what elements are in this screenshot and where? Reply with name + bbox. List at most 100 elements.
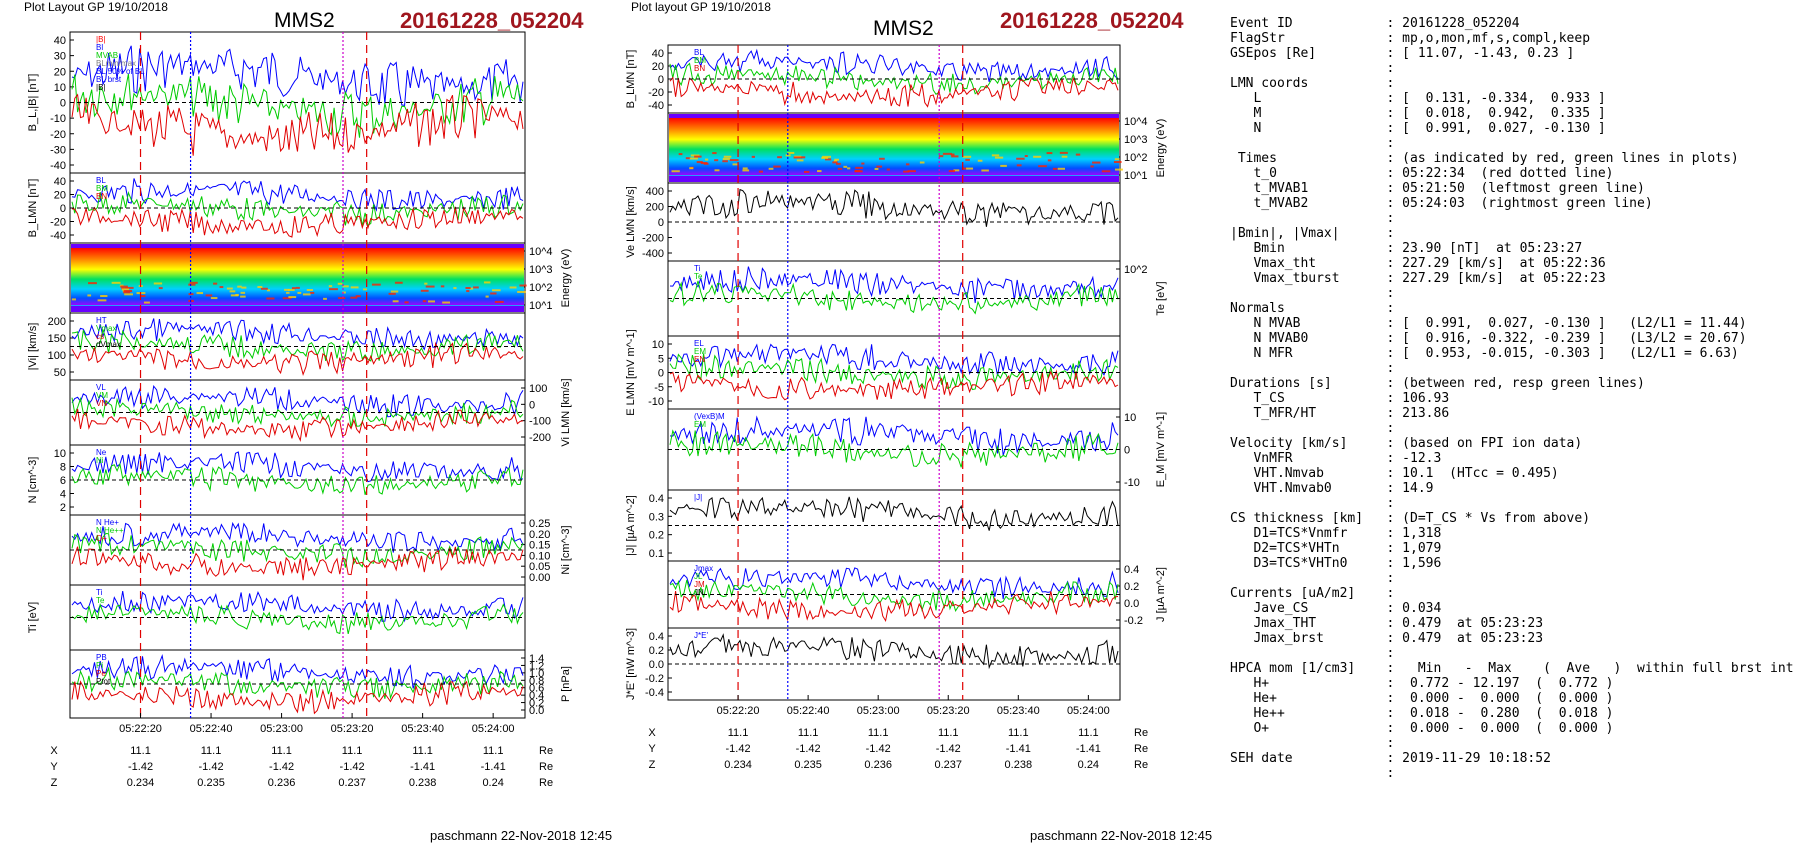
left-ytick: -10 [50,113,66,125]
left-series-line [71,590,524,623]
right-ytick: -10 [1124,477,1140,489]
left-ytick: 10 [54,82,66,94]
right-ytick: 0 [1124,445,1130,457]
left-legend-item: O+ [96,534,107,543]
left-pos-unit: Re [539,777,553,789]
right-pos-value: 0.236 [864,759,892,771]
left-pos-value: -1.41 [481,761,506,773]
right-ytick: -0.2 [1124,615,1143,627]
left-ytick: -100 [529,416,551,428]
left-ytick: 200 [48,316,66,328]
right-series-line [669,188,1119,227]
right-ytick: -20 [648,87,664,99]
left-event-id: 20161228_052204 [400,8,584,33]
info-line: t_MVAB1 : 05:21:50 (leftmost green line) [1230,181,1645,196]
left-pos-value: 0.234 [127,777,155,789]
right-pos-value: -1.41 [1006,743,1031,755]
right-panel-0 [667,44,1121,114]
right-ytick: 20 [652,61,664,73]
left-series-line [71,341,524,377]
right-footer: paschmann 22-Nov-2018 12:45 [1030,828,1213,843]
left-pos-label: Z [51,777,58,789]
right-legend-item: BM [694,56,706,65]
right-series-line [669,429,1119,468]
left-ylabel: Ti [eV] [27,602,39,633]
left-ytick: 10^3 [529,264,553,276]
info-line: VHT.Nmvab : 10.1 (HTcc = 0.495) [1230,466,1559,481]
right-pos-label: Y [648,743,656,755]
right-pos-value: -1.41 [1076,743,1101,755]
info-line: T_MFR/HT : 213.86 [1230,406,1450,421]
left-pos-label: X [50,745,58,757]
right-ytick: -400 [642,248,664,260]
left-series-line [71,178,524,212]
left-pos-value: -1.42 [269,761,294,773]
left-ytick: -20 [50,129,66,141]
right-ylabel: Ve LMN [km/s] [625,186,637,258]
right-ylabel: |J| [µA m^-2] [625,495,637,556]
left-legend-item: BN [96,192,107,201]
left-time-label: 05:23:20 [331,723,374,735]
info-line: CS thickness [km] : (D=T_CS * Vs from ab… [1230,511,1591,526]
right-ytick: 0.4 [649,493,664,505]
right-pos-value: 11.1 [868,727,889,739]
right-legend-item: BN [694,64,705,73]
right-pos-unit: Re [1134,759,1148,771]
right-series-line [669,496,1119,531]
info-line: : [1230,496,1395,511]
left-ytick: 50 [54,367,66,379]
right-legend-item: |J| [694,493,702,502]
left-panel-0 [69,31,526,174]
left-legend-item: Ne [96,448,107,457]
left-ytick: 10^4 [529,246,553,258]
left-legend-item: BL brst [96,75,122,84]
right-pos-value: -1.42 [936,743,961,755]
left-ytick: 150 [48,333,66,345]
left-ytick: 0.2 [529,698,544,710]
left-ytick: -30 [50,144,66,156]
right-pos-value: 0.238 [1005,759,1033,771]
left-series-line [71,546,524,581]
right-ytick: 40 [652,48,664,60]
info-line: He+ : 0.000 - 0.000 ( 0.000 ) [1230,691,1614,706]
right-ylabel: J [µA m^-2] [1155,567,1167,622]
right-legend-item: EM [694,420,706,429]
left-spectrogram [71,244,527,312]
right-ytick: 0 [658,368,664,380]
left-ytick: 10^1 [529,300,553,312]
right-series-line [669,579,1119,612]
left-ytick: 0.8 [529,675,544,687]
left-panel-5 [69,444,526,516]
left-pos-value: 11.1 [483,745,504,757]
right-series-line [669,633,1119,670]
left-ytick: 0.05 [529,561,550,573]
left-legend-item: BM [96,184,108,193]
right-pos-unit: Re [1134,727,1148,739]
right-ytick: 0 [658,74,664,86]
info-line: D3=TCS*VHTn0 : 1,596 [1230,556,1442,571]
info-line: : [1230,421,1395,436]
left-series-line [71,318,524,351]
right-series-line [669,266,1119,304]
right-ylabel: E_M [mV m^-1] [1155,412,1167,487]
right-time-label: 05:24:00 [1067,705,1110,717]
right-ylabel: E LMN [mV m^-1] [625,329,637,415]
left-legend-item: VN [96,399,107,408]
left-ytick: -20 [50,217,66,229]
right-pos-unit: Re [1134,743,1148,755]
right-panel-5 [667,408,1121,491]
left-series-line [71,521,524,553]
left-series-line [71,653,524,689]
info-line: |Bmin|, |Vmax| : [1230,226,1395,241]
left-time-label: 05:22:20 [119,723,162,735]
info-line: Velocity [km/s] : (based on FPI ion data… [1230,436,1583,451]
info-line: Currents [uA/m2] : [1230,586,1395,601]
left-ytick: -40 [50,160,66,172]
right-series-line [669,280,1119,315]
left-legend-item: cs [96,332,104,341]
info-line: Times : (as indicated by red, green line… [1230,151,1739,166]
info-line: He++ : 0.018 - 0.280 ( 0.018 ) [1230,706,1614,721]
left-ytick: 0.6 [529,683,544,695]
right-pos-value: 11.1 [798,727,819,739]
info-line: Bmin : 23.90 [nT] at 05:23:27 [1230,241,1583,256]
